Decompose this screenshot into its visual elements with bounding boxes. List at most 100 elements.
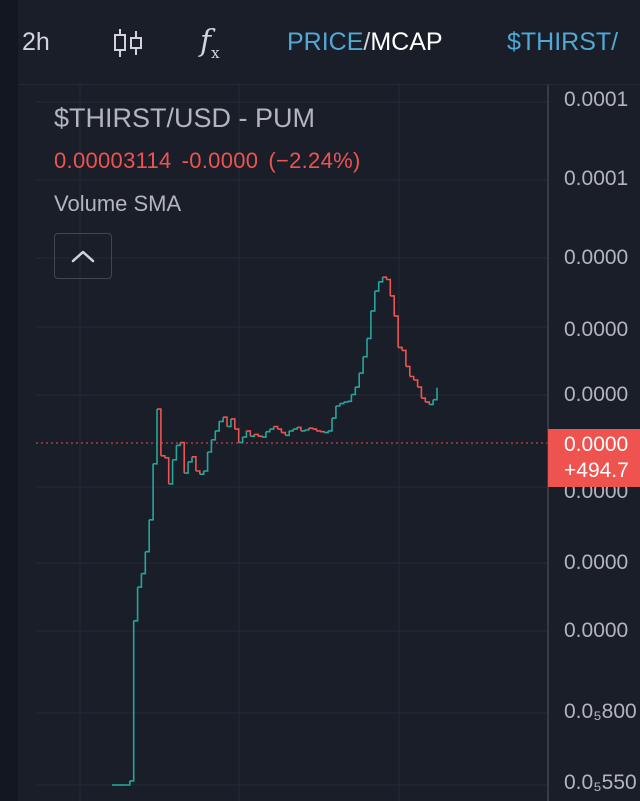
price-axis-label: 0.0000	[564, 246, 629, 269]
collapse-legend-button[interactable]	[54, 233, 112, 279]
price-point	[203, 452, 209, 472]
price-point	[339, 402, 345, 405]
price-point	[433, 387, 438, 401]
price-change-percent: (−2.24%)	[268, 148, 361, 173]
toolbar-divider	[18, 84, 640, 85]
price-point	[394, 315, 399, 348]
price-point	[227, 418, 232, 428]
price-point	[211, 430, 217, 441]
current-price-tag: 0.0000 +494.7	[548, 429, 640, 487]
price-point	[417, 386, 423, 399]
price-change: -0.0000	[181, 148, 259, 173]
interval-button[interactable]: 2h	[22, 28, 50, 56]
price-point	[289, 429, 294, 432]
price-point	[355, 373, 360, 388]
price-point	[230, 418, 236, 430]
price-point	[367, 310, 372, 340]
price-point	[258, 435, 263, 438]
price-axis-label: 0.0₅550	[564, 771, 637, 794]
price-point	[304, 428, 310, 431]
price-point	[269, 426, 275, 430]
price-point	[192, 456, 197, 471]
price-point	[168, 459, 174, 485]
last-price: 0.00003114	[54, 148, 172, 173]
current-price-change: +494.7	[564, 459, 629, 482]
price-axis-label: 0.0001	[564, 167, 629, 190]
price-axis-label: 0.0000	[564, 619, 629, 642]
legend-values: 0.00003114 -0.0000 (−2.24%)	[54, 148, 371, 174]
price-point	[398, 346, 403, 351]
price-point	[184, 461, 189, 474]
price-point	[246, 430, 252, 437]
price-axis-label: 0.0000	[564, 318, 629, 341]
price-point	[297, 426, 302, 431]
symbol-tab[interactable]: $THIRST/	[507, 28, 619, 56]
price-axis-label: 0.0000	[564, 383, 629, 406]
price-point	[207, 439, 213, 453]
price-point	[328, 418, 333, 432]
price-point	[129, 620, 135, 782]
symbol-title[interactable]: $THIRST/USD - PUM	[54, 103, 316, 133]
price-point	[281, 431, 287, 436]
price-point	[149, 463, 154, 521]
volume-sma-indicator[interactable]: Volume SMA	[54, 191, 182, 216]
price-point	[219, 417, 224, 423]
price-point	[335, 403, 341, 407]
price-point	[137, 573, 143, 588]
price-point	[300, 430, 306, 432]
price-point	[347, 394, 353, 403]
price-point	[363, 338, 368, 358]
price-point	[332, 406, 337, 419]
price-point	[351, 387, 357, 396]
price-point	[429, 399, 434, 406]
price-point	[172, 445, 178, 461]
price-point	[262, 431, 267, 438]
price-point	[293, 427, 298, 430]
price-point	[180, 441, 185, 474]
price-point	[265, 429, 271, 433]
price-point	[195, 470, 201, 475]
price-point	[133, 587, 139, 622]
price-point	[378, 277, 384, 283]
chevron-up-icon	[71, 250, 95, 263]
price-point	[386, 278, 392, 296]
function-icon[interactable]: fx	[200, 24, 220, 62]
price-point	[242, 430, 248, 438]
price-point	[141, 551, 147, 575]
price-point	[370, 291, 376, 312]
price-mcap-toggle[interactable]: PRICE/MCAP	[287, 28, 443, 57]
price-point	[390, 295, 395, 317]
current-price-value: 0.0000	[564, 433, 629, 456]
price-point	[413, 379, 419, 388]
price-point	[164, 457, 170, 484]
price-axis-label: 0.0001	[564, 88, 629, 111]
price-point	[145, 519, 150, 553]
chart-panel[interactable]	[18, 0, 640, 801]
candlestick-icon[interactable]	[112, 26, 146, 67]
price-point	[238, 437, 244, 444]
price-point	[176, 442, 182, 447]
price-point	[409, 375, 415, 380]
price-point	[157, 408, 162, 456]
price-point	[402, 349, 407, 367]
price-point	[308, 427, 314, 430]
price-point	[359, 356, 364, 374]
price-point	[343, 401, 349, 403]
price-point	[153, 409, 158, 465]
price-point	[312, 428, 318, 431]
price-point	[188, 456, 193, 463]
price-point	[215, 421, 220, 432]
price-point	[273, 425, 279, 430]
price-point	[405, 365, 411, 377]
price-point	[285, 430, 290, 437]
price-toggle[interactable]: PRICE	[287, 28, 364, 56]
toggle-separator: /	[363, 28, 371, 56]
price-point	[320, 430, 325, 433]
price-point	[160, 455, 166, 458]
price-point	[374, 281, 380, 292]
price-point	[199, 471, 205, 475]
mcap-toggle[interactable]: MCAP	[370, 28, 443, 56]
price-point	[125, 780, 131, 786]
price-point	[234, 428, 240, 443]
